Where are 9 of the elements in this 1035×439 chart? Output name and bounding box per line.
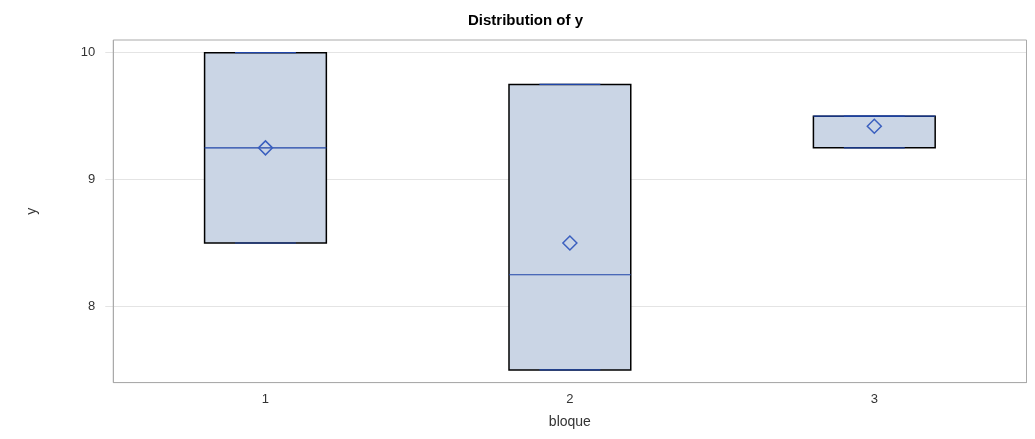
x-tick-label: 1 [261, 390, 270, 406]
x-tick-label: 3 [870, 390, 878, 406]
y-axis-title: y [23, 207, 40, 215]
chart-title: Distribution of y [468, 11, 584, 29]
x-tick-label: 2 [566, 390, 574, 406]
y-tick-label: 10 [80, 44, 96, 60]
y-tick-label: 9 [88, 171, 96, 187]
x-axis-title: bloque [548, 413, 592, 430]
y-tick-label: 8 [88, 298, 96, 314]
